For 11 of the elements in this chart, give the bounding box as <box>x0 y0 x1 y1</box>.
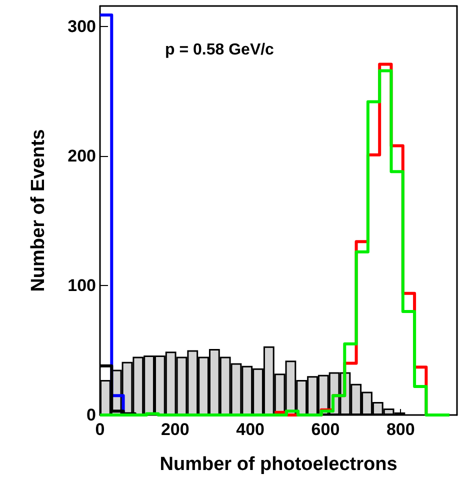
x-tick-label: 200 <box>160 420 190 439</box>
y-tick-label: 300 <box>68 17 96 36</box>
y-tick-label: 0 <box>86 406 96 424</box>
x-tick-label: 600 <box>311 420 340 439</box>
annotation: p = 0.58 GeV/c <box>165 42 274 58</box>
y-tick-label: 200 <box>68 146 96 166</box>
y-tick-label: 100 <box>68 276 96 296</box>
x-tick-label: 800 <box>386 420 415 439</box>
x-tick-label: 400 <box>236 420 265 439</box>
x-axis-title: Number of photoelectrons <box>160 454 398 475</box>
y-axis-title: Number of Events <box>28 129 49 292</box>
